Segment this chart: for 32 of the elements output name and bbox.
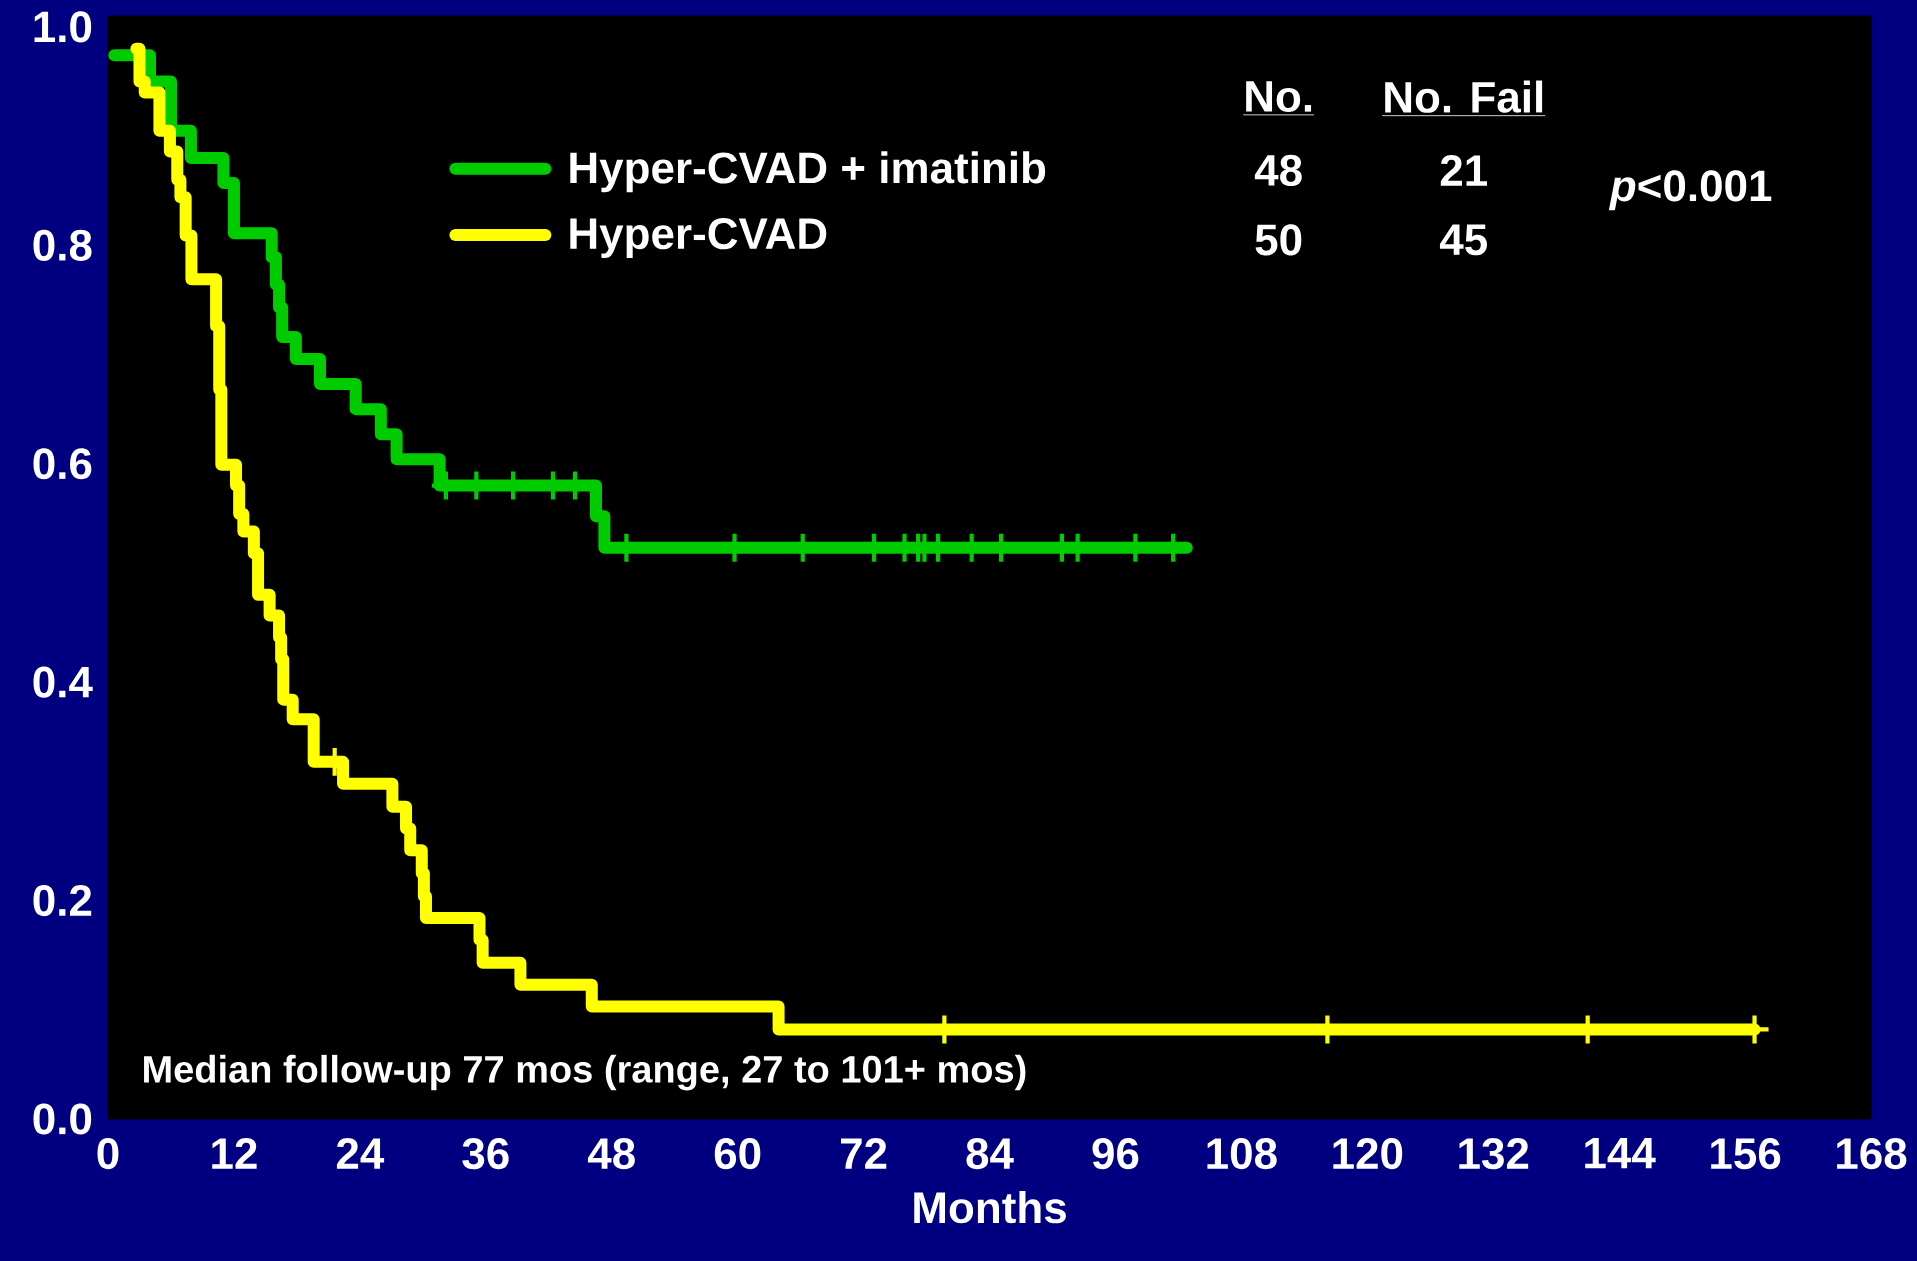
x-tick-label: 48 [587, 1138, 635, 1170]
y-tick-label: 0.6 [33, 448, 92, 480]
annotation: p<0.001 [1608, 170, 1772, 211]
x-tick-label: 60 [714, 1138, 761, 1170]
legend-label: Hyper-CVAD [570, 218, 827, 258]
x-tick-label: 72 [840, 1138, 887, 1169]
y-tick-label: 0.8 [33, 229, 92, 261]
y-tick-label: 0.2 [33, 884, 92, 917]
x-tick-label: 120 [1333, 1138, 1403, 1170]
annotation: 45 [1439, 224, 1487, 256]
annotation: 50 [1255, 224, 1302, 256]
annotation: No. Fail [1385, 80, 1543, 113]
x-tick-label: 132 [1459, 1138, 1529, 1170]
x-axis-title: Months [914, 1190, 1066, 1224]
annotation: Median follow-up 77 mos (range, 27 to 101+ mos) [144, 1054, 1026, 1091]
y-tick-label: 0.0 [33, 1103, 92, 1135]
legend-label: Hyper-CVAD + imatinib [570, 151, 1046, 193]
y-tick-label: 1.0 [34, 11, 92, 43]
annotation: 21 [1440, 155, 1487, 186]
x-tick-label: 144 [1585, 1138, 1656, 1169]
x-tick-label: 0 [97, 1138, 119, 1170]
x-tick-label: 36 [462, 1138, 509, 1170]
x-tick-label: 108 [1207, 1138, 1277, 1170]
x-tick-label: 24 [336, 1138, 385, 1169]
x-tick-label: 168 [1837, 1138, 1907, 1170]
x-tick-label: 12 [212, 1138, 257, 1169]
y-tick-label: 0.4 [33, 666, 93, 698]
annotation: 48 [1254, 154, 1302, 186]
x-tick-label: 156 [1711, 1138, 1781, 1170]
x-tick-label: 96 [1092, 1138, 1139, 1170]
x-tick-label: 84 [966, 1138, 1014, 1170]
annotation: No. [1246, 81, 1312, 113]
